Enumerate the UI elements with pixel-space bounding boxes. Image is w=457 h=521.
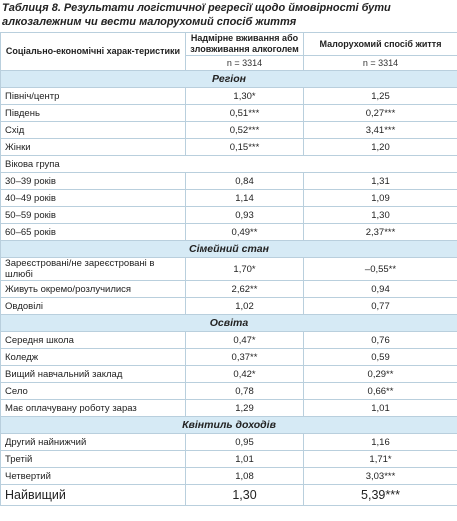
data-row: Південь 0,51*** 0,27*** bbox=[0, 104, 457, 122]
value-cell: 1,70* bbox=[185, 257, 304, 281]
value-cell: 0,78 bbox=[185, 382, 304, 400]
value-cell: 0,27*** bbox=[303, 104, 457, 122]
data-row: Третій 1,01 1,71* bbox=[0, 450, 457, 468]
data-row: 60–65 років 0,49** 2,37*** bbox=[0, 223, 457, 241]
table-title: Таблиця 8. Результати логістичної регрес… bbox=[2, 2, 391, 28]
data-row: Середня школа 0,47* 0,76 bbox=[0, 331, 457, 349]
value-cell: 0,15*** bbox=[185, 138, 304, 156]
section-title: Регіон bbox=[0, 70, 457, 88]
value-cell: 1,29 bbox=[185, 399, 304, 417]
value-cell: 0,51*** bbox=[185, 104, 304, 122]
value-cell: 1,30 bbox=[303, 206, 457, 224]
value-cell: 5,39*** bbox=[303, 484, 457, 506]
value-cell: 1,25 bbox=[303, 87, 457, 105]
value-cell: 0,29** bbox=[303, 365, 457, 383]
data-row: Овдовілі 1,02 0,77 bbox=[0, 297, 457, 315]
table-body: Регіон Північ/центр 1,30* 1,25 Південь 0,51**… bbox=[0, 70, 457, 506]
value-cell: 0,37** bbox=[185, 348, 304, 366]
row-label: Зареєстровані/не зареєстровані в шлюбі bbox=[0, 257, 186, 281]
data-row: Північ/центр 1,30* 1,25 bbox=[0, 87, 457, 105]
data-row: Коледж 0,37** 0,59 bbox=[0, 348, 457, 366]
data-row: 40–49 років 1,14 1,09 bbox=[0, 189, 457, 207]
value-cell: 0,84 bbox=[185, 172, 304, 190]
value-cell: 0,93 bbox=[185, 206, 304, 224]
value-cell: 0,42* bbox=[185, 365, 304, 383]
row-label: Середня школа bbox=[0, 331, 186, 349]
data-row: 30–39 років 0,84 1,31 bbox=[0, 172, 457, 190]
row-label: Живуть окремо/розлучилися bbox=[0, 280, 186, 298]
value-cell: 0,59 bbox=[303, 348, 457, 366]
value-cell: 2,37*** bbox=[303, 223, 457, 241]
sample-size: n = 3314 bbox=[185, 55, 304, 71]
section-row: Регіон bbox=[0, 70, 457, 88]
data-row: Живуть окремо/розлучилися 2,62** 0,94 bbox=[0, 280, 457, 298]
row-label: 50–59 років bbox=[0, 206, 186, 224]
section-row: Освіта bbox=[0, 314, 457, 332]
results-table: Соціально-економічні харак-теристики Над… bbox=[0, 32, 457, 506]
value-cell: 0,52*** bbox=[185, 121, 304, 139]
section-title: Квінтиль доходів bbox=[0, 416, 457, 434]
sample-size: n = 3314 bbox=[303, 55, 457, 71]
value-cell: 1,14 bbox=[185, 189, 304, 207]
value-cell: 1,30* bbox=[185, 87, 304, 105]
value-cell: 0,76 bbox=[303, 331, 457, 349]
row-label: Південь bbox=[0, 104, 186, 122]
row-label: Найвищий bbox=[0, 484, 186, 506]
value-cell: 0,94 bbox=[303, 280, 457, 298]
row-label: Коледж bbox=[0, 348, 186, 366]
section-row: Квінтиль доходів bbox=[0, 416, 457, 434]
value-cell: 1,20 bbox=[303, 138, 457, 156]
row-label: Має оплачувану роботу зараз bbox=[0, 399, 186, 417]
value-cell: 1,02 bbox=[185, 297, 304, 315]
row-label: Четвертий bbox=[0, 467, 186, 485]
data-row: Четвертий 1,08 3,03*** bbox=[0, 467, 457, 485]
value-cell: 2,62** bbox=[185, 280, 304, 298]
section-title: Сімейний стан bbox=[0, 240, 457, 258]
value-cell: 3,41*** bbox=[303, 121, 457, 139]
row-label: Схід bbox=[0, 121, 186, 139]
row-label: Третій bbox=[0, 450, 186, 468]
value-cell: 1,31 bbox=[303, 172, 457, 190]
row-label: Село bbox=[0, 382, 186, 400]
data-row: Зареєстровані/не зареєстровані в шлюбі 1,… bbox=[0, 257, 457, 281]
value-cell: 0,47* bbox=[185, 331, 304, 349]
data-row: Має оплачувану роботу зараз 1,29 1,01 bbox=[0, 399, 457, 417]
row-label: Другий найнижчий bbox=[0, 433, 186, 451]
value-cell: 0,77 bbox=[303, 297, 457, 315]
row-label: Жінки bbox=[0, 138, 186, 156]
value-cell: 3,03*** bbox=[303, 467, 457, 485]
data-row: Вищий навчальний заклад 0,42* 0,29** bbox=[0, 365, 457, 383]
data-row: 50–59 років 0,93 1,30 bbox=[0, 206, 457, 224]
data-row: Жінки 0,15*** 1,20 bbox=[0, 138, 457, 156]
section-title: Освіта bbox=[0, 314, 457, 332]
header-cell: Соціально-економічні харак-теристики bbox=[0, 32, 186, 71]
data-row: Найвищий 1,30 5,39*** bbox=[0, 484, 457, 506]
row-label: 40–49 років bbox=[0, 189, 186, 207]
row-label: 60–65 років bbox=[0, 223, 186, 241]
value-cell: 1,16 bbox=[303, 433, 457, 451]
value-cell: 1,01 bbox=[303, 399, 457, 417]
value-cell: 0,49** bbox=[185, 223, 304, 241]
section-row: Сімейний стан bbox=[0, 240, 457, 258]
row-label: Овдовілі bbox=[0, 297, 186, 315]
value-cell: 1,71* bbox=[303, 450, 457, 468]
header-cell: Надмірне вживання або зловживання алкого… bbox=[185, 32, 304, 56]
data-row: Другий найнижчий 0,95 1,16 bbox=[0, 433, 457, 451]
value-cell: 0,66** bbox=[303, 382, 457, 400]
header-cell: Малорухомий спосіб життя bbox=[303, 32, 457, 56]
value-cell: 1,01 bbox=[185, 450, 304, 468]
value-cell: –0,55** bbox=[303, 257, 457, 281]
row-label: 30–39 років bbox=[0, 172, 186, 190]
value-cell: 1,08 bbox=[185, 467, 304, 485]
value-cell: 1,09 bbox=[303, 189, 457, 207]
row-label: Північ/центр bbox=[0, 87, 186, 105]
value-cell: 0,95 bbox=[185, 433, 304, 451]
value-cell: 1,30 bbox=[185, 484, 304, 506]
data-row: Схід 0,52*** 3,41*** bbox=[0, 121, 457, 139]
row-label: Вищий навчальний заклад bbox=[0, 365, 186, 383]
data-row: Село 0,78 0,66** bbox=[0, 382, 457, 400]
data-row: Вікова група bbox=[0, 155, 457, 173]
row-label: Вікова група bbox=[0, 155, 457, 173]
